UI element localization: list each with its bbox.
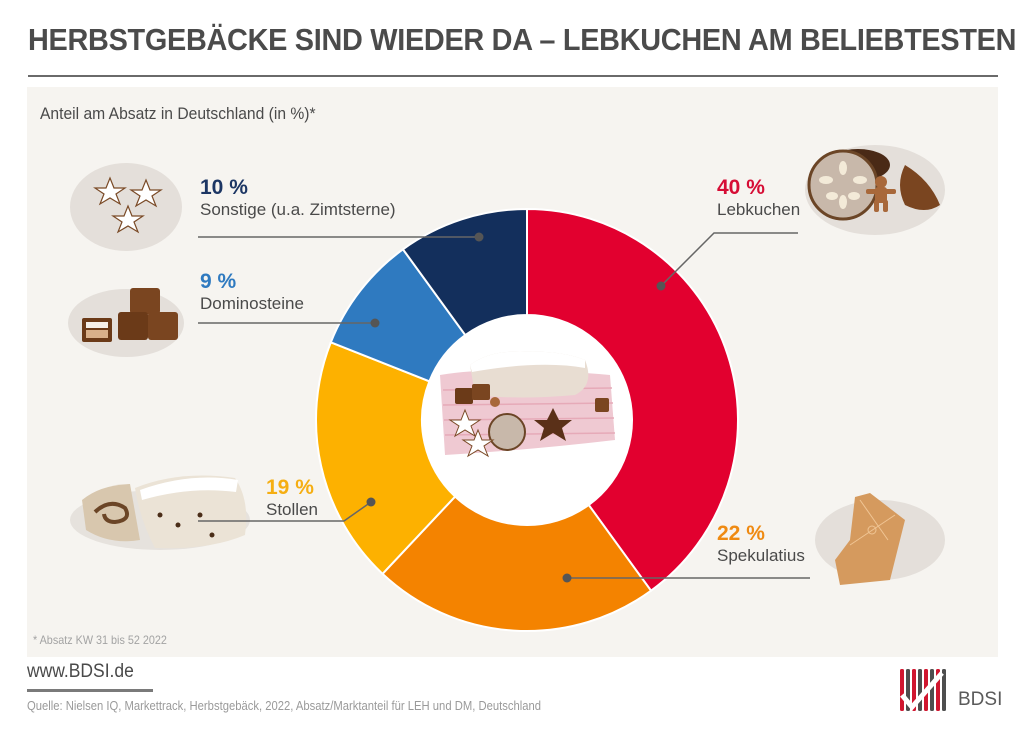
logo-bar xyxy=(930,669,934,711)
footnote: * Absatz KW 31 bis 52 2022 xyxy=(33,633,167,647)
leader-dot-spekulatius xyxy=(562,573,572,583)
lebkuchen-illustration xyxy=(805,145,945,235)
page-title: HERBSTGEBÄCKE SIND WIEDER DA – LEBKUCHEN… xyxy=(28,22,1017,57)
slice-name-dominosteine: Dominosteine xyxy=(200,294,304,313)
slice-label-sonstige: 10 % Sonstige (u.a. Zimtsterne) xyxy=(200,176,396,220)
leader-lines xyxy=(198,232,810,583)
leader-line-lebkuchen xyxy=(660,232,798,287)
leader-line-stollen xyxy=(198,501,372,522)
chart-subtitle: Anteil am Absatz in Deutschland (in %)* xyxy=(40,104,316,123)
slice-value-lebkuchen: 40 % xyxy=(717,176,765,199)
slice-name-sonstige: Sonstige (u.a. Zimtsterne) xyxy=(200,200,396,219)
slice-label-lebkuchen: 40 % Lebkuchen xyxy=(717,176,800,220)
zimtsterne-illustration xyxy=(70,163,182,251)
logo-bar xyxy=(900,669,904,711)
slice-label-dominosteine: 9 % Dominosteine xyxy=(200,270,304,314)
website-link[interactable]: www.BDSI.de xyxy=(27,661,134,682)
logo-bar xyxy=(942,669,946,711)
slice-label-spekulatius: 22 % Spekulatius xyxy=(717,522,805,566)
bdsi-logo-text: BDSI xyxy=(958,689,1003,710)
dominosteine-illustration xyxy=(68,288,184,357)
slice-name-lebkuchen: Lebkuchen xyxy=(717,200,801,219)
logo-bar xyxy=(918,669,922,711)
spekulatius-windmill-illustration xyxy=(815,493,945,585)
leader-dot-stollen xyxy=(366,497,376,507)
slice-value-spekulatius: 22 % xyxy=(717,522,765,545)
slice-value-dominosteine: 9 % xyxy=(200,270,237,293)
bdsi-logo-icon xyxy=(900,669,946,711)
title-divider xyxy=(28,75,998,77)
leader-dot-sonstige xyxy=(474,232,484,242)
url-underline xyxy=(27,689,153,692)
slice-value-stollen: 19 % xyxy=(266,476,314,499)
slice-name-stollen: Stollen xyxy=(266,500,318,519)
assorted-autumn-pastries-illustration xyxy=(440,351,616,458)
donut-slices xyxy=(315,207,739,632)
source-note: Quelle: Nielsen IQ, Markettrack, Herbstg… xyxy=(27,699,541,713)
leader-dot-lebkuchen xyxy=(656,281,666,291)
leader-dot-dominosteine xyxy=(370,318,380,328)
slice-name-spekulatius: Spekulatius xyxy=(717,546,805,565)
stollen-illustration xyxy=(70,475,250,550)
slice-label-stollen: 19 % Stollen xyxy=(266,476,318,520)
slice-value-sonstige: 10 % xyxy=(200,176,248,199)
